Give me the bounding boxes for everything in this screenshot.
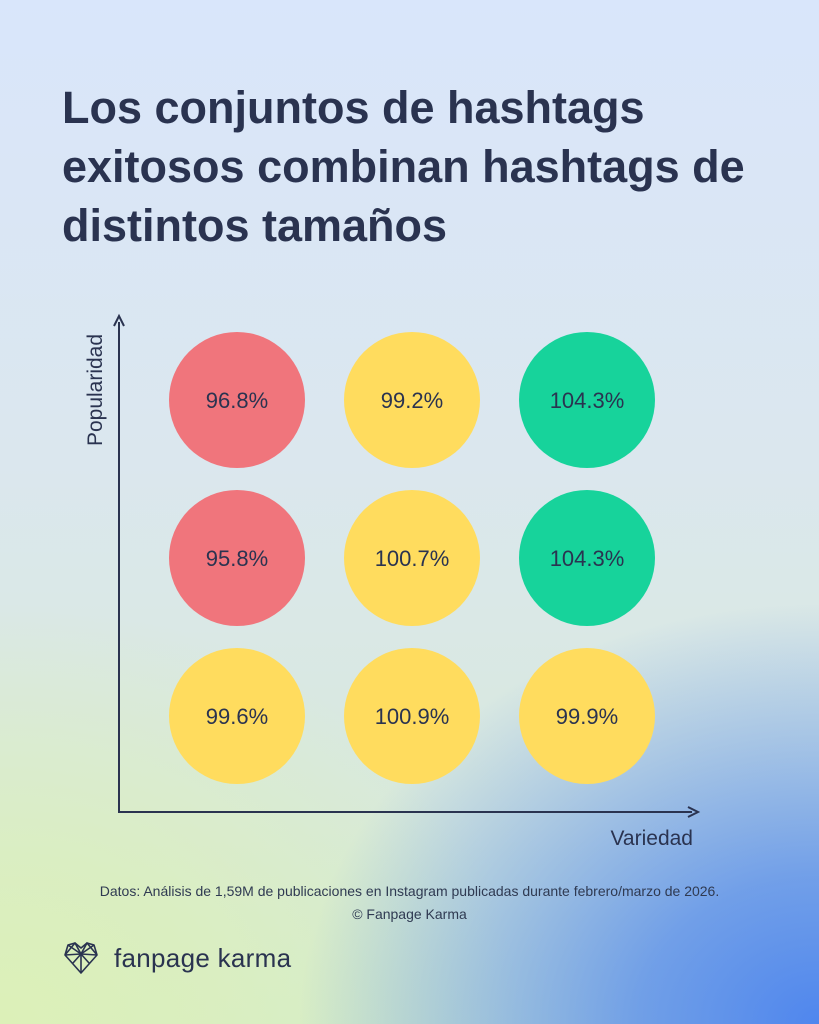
bubble-label-r3-c3: 99.9% — [556, 704, 618, 729]
y-axis-label: Popularidad — [84, 334, 107, 446]
bubble-label-r3-c1: 99.6% — [206, 704, 268, 729]
bubble-r3-c1 — [169, 648, 305, 784]
bubble-label-r1-c2: 99.2% — [381, 388, 443, 413]
bubble-label-r1-c1: 96.8% — [206, 388, 268, 413]
bubble-r2-c2 — [344, 490, 480, 626]
bubble-label-r2-c3: 104.3% — [550, 546, 625, 571]
bubble-label-r2-c2: 100.7% — [375, 546, 450, 571]
bubble-r2-c3 — [519, 490, 655, 626]
heart-network-icon — [64, 942, 98, 974]
brand-logo: fanpage karma — [62, 940, 291, 976]
brand-name: fanpage karma — [114, 942, 292, 973]
bubble-r3-c2 — [344, 648, 480, 784]
x-axis — [118, 806, 701, 818]
bubble-r1-c2 — [344, 332, 480, 468]
bubble-r3-c3 — [519, 648, 655, 784]
bubble-r1-c1 — [169, 332, 305, 468]
bubble-r1-c3 — [519, 332, 655, 468]
source-note: Datos: Análisis de 1,59M de publicacione… — [0, 880, 819, 926]
source-line-2: © Fanpage Karma — [352, 906, 467, 922]
bubble-r2-c1 — [169, 490, 305, 626]
bubble-label-r1-c3: 104.3% — [550, 388, 625, 413]
bubble-label-r3-c2: 100.9% — [375, 704, 450, 729]
x-axis-label: Variedad — [610, 827, 693, 850]
bubble-label-r2-c1: 95.8% — [206, 546, 268, 571]
source-line-1: Datos: Análisis de 1,59M de publicacione… — [99, 883, 720, 899]
y-axis — [113, 313, 125, 812]
page-title: Los conjuntos de hashtags exitosos combi… — [62, 82, 745, 251]
bubble-grid: 96.8% 99.2% 104.3% 95.8% 100.7% 104.3% 99.6% 10… — [169, 332, 655, 784]
